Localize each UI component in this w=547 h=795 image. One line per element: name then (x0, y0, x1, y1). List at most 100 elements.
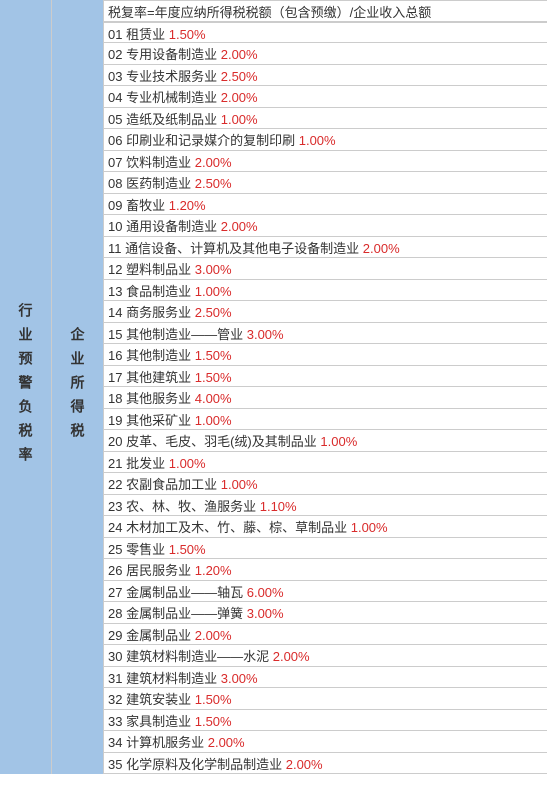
row-industry-name: 专业机械制造业 (126, 90, 217, 105)
row-number: 31 (108, 671, 122, 686)
row-industry-name: 医药制造业 (126, 176, 191, 191)
row-rate: 3.00% (247, 606, 284, 621)
row-rate: 1.10% (260, 499, 297, 514)
row-rate: 3.00% (247, 327, 284, 342)
row-number: 26 (108, 563, 122, 578)
row-number: 11 (108, 241, 122, 256)
row-rate: 1.20% (195, 563, 232, 578)
row-rate: 3.00% (195, 262, 232, 277)
row-rate: 1.50% (195, 714, 232, 729)
row-rate: 2.00% (221, 90, 258, 105)
header-text: 税复率=年度应纳所得税税额（包含预缴）/企业收入总额 (108, 5, 431, 20)
row-number: 15 (108, 327, 122, 342)
left-category-label: 行业预警负税率 (16, 303, 36, 471)
row-industry-name: 化学原料及化学制品制造业 (126, 757, 282, 772)
table-row: 13 食品制造业 1.00% (104, 280, 547, 302)
row-industry-name: 金属制品业——弹簧 (126, 606, 243, 621)
row-number: 13 (108, 284, 122, 299)
table-row: 30 建筑材料制造业——水泥 2.00% (104, 645, 547, 667)
row-industry-name: 其他制造业 (126, 348, 191, 363)
row-rate: 1.00% (195, 413, 232, 428)
row-number: 29 (108, 628, 122, 643)
row-industry-name: 居民服务业 (126, 563, 191, 578)
row-industry-name: 金属制品业——轴瓦 (126, 585, 243, 600)
row-industry-name: 租赁业 (126, 27, 165, 42)
row-number: 16 (108, 348, 122, 363)
table-row: 09 畜牧业 1.20% (104, 194, 547, 216)
row-number: 04 (108, 90, 122, 105)
row-number: 21 (108, 456, 122, 471)
table-row: 17 其他建筑业 1.50% (104, 366, 547, 388)
table-row: 32 建筑安装业 1.50% (104, 688, 547, 710)
row-number: 27 (108, 585, 122, 600)
row-industry-name: 专用设备制造业 (126, 47, 217, 62)
row-industry-name: 金属制品业 (126, 628, 191, 643)
row-number: 08 (108, 176, 122, 191)
row-number: 24 (108, 520, 122, 535)
row-number: 17 (108, 370, 122, 385)
table-row: 14 商务服务业 2.50% (104, 301, 547, 323)
table-row: 34 计算机服务业 2.00% (104, 731, 547, 753)
table-row: 05 造纸及纸制品业 1.00% (104, 108, 547, 130)
row-industry-name: 农、林、牧、渔服务业 (126, 499, 256, 514)
row-rate: 1.20% (169, 198, 206, 213)
row-rate: 2.00% (273, 649, 310, 664)
table-row: 24 木材加工及木、竹、藤、棕、草制品业 1.00% (104, 516, 547, 538)
row-number: 34 (108, 735, 122, 750)
table-row: 20 皮革、毛皮、羽毛(绒)及其制品业 1.00% (104, 430, 547, 452)
row-rate: 1.00% (221, 477, 258, 492)
table-row: 04 专业机械制造业 2.00% (104, 86, 547, 108)
row-rate: 1.00% (299, 133, 336, 148)
row-rate: 1.50% (195, 692, 232, 707)
table-row: 12 塑料制品业 3.00% (104, 258, 547, 280)
table-row: 02 专用设备制造业 2.00% (104, 43, 547, 65)
row-number: 22 (108, 477, 122, 492)
row-number: 33 (108, 714, 122, 729)
row-number: 07 (108, 155, 122, 170)
row-number: 06 (108, 133, 122, 148)
row-rate: 1.00% (195, 284, 232, 299)
row-rate: 1.50% (169, 542, 206, 557)
row-rate: 1.00% (169, 456, 206, 471)
row-industry-name: 批发业 (126, 456, 165, 471)
row-number: 35 (108, 757, 122, 772)
row-industry-name: 建筑材料制造业——水泥 (126, 649, 269, 664)
table-row: 33 家具制造业 1.50% (104, 710, 547, 732)
row-number: 19 (108, 413, 122, 428)
table-row: 15 其他制造业——管业 3.00% (104, 323, 547, 345)
row-number: 25 (108, 542, 122, 557)
row-industry-name: 通用设备制造业 (126, 219, 217, 234)
mid-category-label: 企业所得税 (68, 327, 88, 447)
table-row: 22 农副食品加工业 1.00% (104, 473, 547, 495)
table-row: 23 农、林、牧、渔服务业 1.10% (104, 495, 547, 517)
row-number: 20 (108, 434, 122, 449)
table-row: 21 批发业 1.00% (104, 452, 547, 474)
table-row: 18 其他服务业 4.00% (104, 387, 547, 409)
row-rate: 2.50% (195, 305, 232, 320)
row-industry-name: 畜牧业 (126, 198, 165, 213)
row-number: 02 (108, 47, 122, 62)
row-industry-name: 食品制造业 (126, 284, 191, 299)
row-rate: 3.00% (221, 671, 258, 686)
row-rate: 2.50% (221, 69, 258, 84)
row-industry-name: 计算机服务业 (126, 735, 204, 750)
row-rate: 1.50% (195, 348, 232, 363)
table-row: 03 专业技术服务业 2.50% (104, 65, 547, 87)
row-number: 14 (108, 305, 122, 320)
row-rate: 4.00% (195, 391, 232, 406)
row-rate: 6.00% (247, 585, 284, 600)
row-rate: 2.00% (195, 628, 232, 643)
row-industry-name: 塑料制品业 (126, 262, 191, 277)
header-row: 税复率=年度应纳所得税税额（包含预缴）/企业收入总额 (104, 0, 547, 22)
table-row: 19 其他采矿业 1.00% (104, 409, 547, 431)
row-industry-name: 农副食品加工业 (126, 477, 217, 492)
row-rate: 2.00% (221, 47, 258, 62)
table-container: 行业预警负税率 企业所得税 税复率=年度应纳所得税税额（包含预缴）/企业收入总额… (0, 0, 547, 774)
row-number: 05 (108, 112, 122, 127)
row-industry-name: 商务服务业 (126, 305, 191, 320)
row-industry-name: 通信设备、计算机及其他电子设备制造业 (125, 241, 359, 256)
table-row: 16 其他制造业 1.50% (104, 344, 547, 366)
row-number: 30 (108, 649, 122, 664)
row-industry-name: 造纸及纸制品业 (126, 112, 217, 127)
left-category-cell: 行业预警负税率 (0, 0, 52, 774)
